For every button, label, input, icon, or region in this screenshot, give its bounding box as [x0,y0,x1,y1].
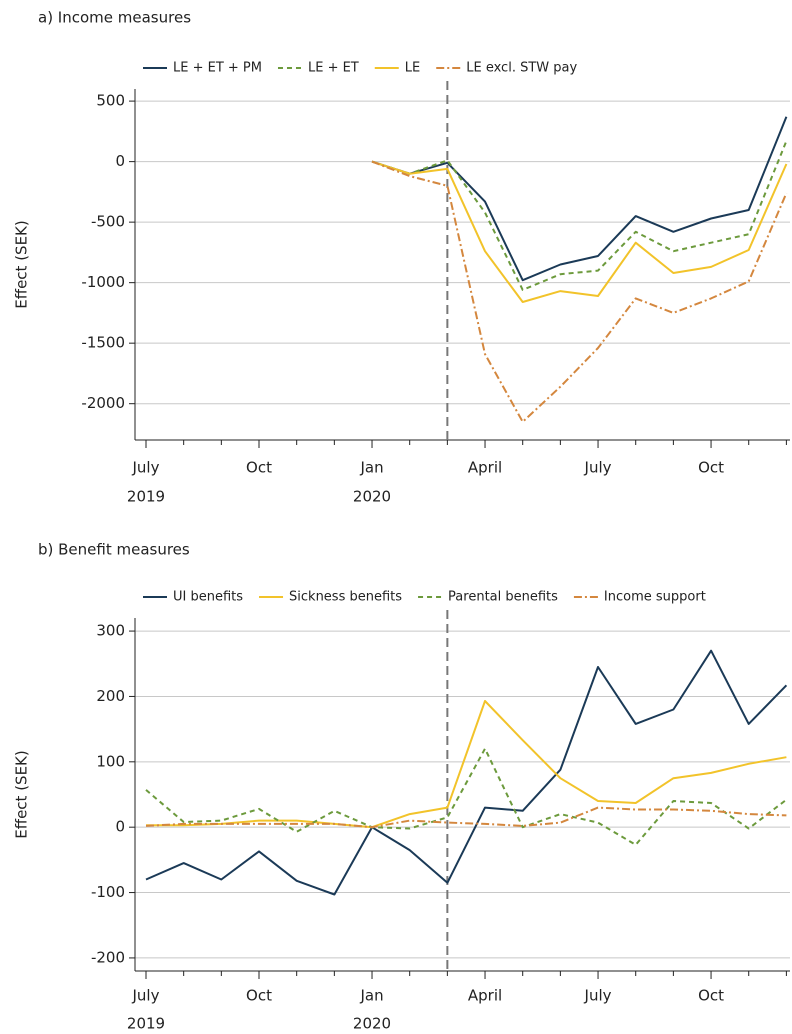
x-tick-label: April [468,459,502,477]
legend-label: LE + ET [308,61,359,76]
y-tick-label: -2000 [81,394,125,412]
y-tick-label: 200 [96,687,125,705]
series-line [371,160,788,303]
y-axis-label: Effect (SEK) [13,750,31,838]
x-year-label: 2020 [353,488,391,506]
x-tick-label: Jan [359,459,383,477]
x-tick-label: July [584,459,612,477]
legend-label: UI benefits [173,590,243,605]
legend-label: Parental benefits [448,590,558,605]
series-line [371,160,788,423]
x-tick-label: Oct [698,987,724,1005]
x-tick-label: Oct [698,459,724,477]
legend-label: Sickness benefits [289,590,402,605]
x-tick-label: July [584,987,612,1005]
series-line [371,140,788,291]
x-tick-label: Jan [359,987,383,1005]
y-tick-label: -200 [91,948,125,966]
y-tick-label: 0 [115,818,125,836]
series-line [145,806,787,829]
y-axis-label: Effect (SEK) [13,220,31,308]
x-year-label: 2019 [127,488,165,506]
series-line [145,649,788,896]
x-year-label: 2020 [353,1015,391,1033]
legend-label: Income support [604,590,706,605]
x-tick-label: Oct [246,459,272,477]
panel-title: a) Income measures [38,9,191,27]
series-line [145,747,788,846]
legend-label: LE excl. STW pay [466,61,577,76]
panel-title: b) Benefit measures [38,541,190,559]
y-tick-label: 0 [115,152,125,170]
series-line [146,700,787,829]
legend-label: LE [405,61,420,76]
y-tick-label: -500 [91,213,125,231]
x-tick-label: Oct [246,987,272,1005]
legend-label: LE + ET + PM [173,61,262,76]
y-tick-label: 300 [96,622,125,640]
series-line [371,116,788,282]
y-tick-label: -1000 [81,273,125,291]
y-tick-label: -100 [91,883,125,901]
x-tick-label: April [468,987,502,1005]
x-tick-label: July [132,987,160,1005]
x-tick-label: July [132,459,160,477]
y-tick-label: -1500 [81,334,125,352]
y-tick-label: 100 [96,752,125,770]
x-year-label: 2019 [127,1015,165,1033]
y-tick-label: 500 [96,92,125,110]
